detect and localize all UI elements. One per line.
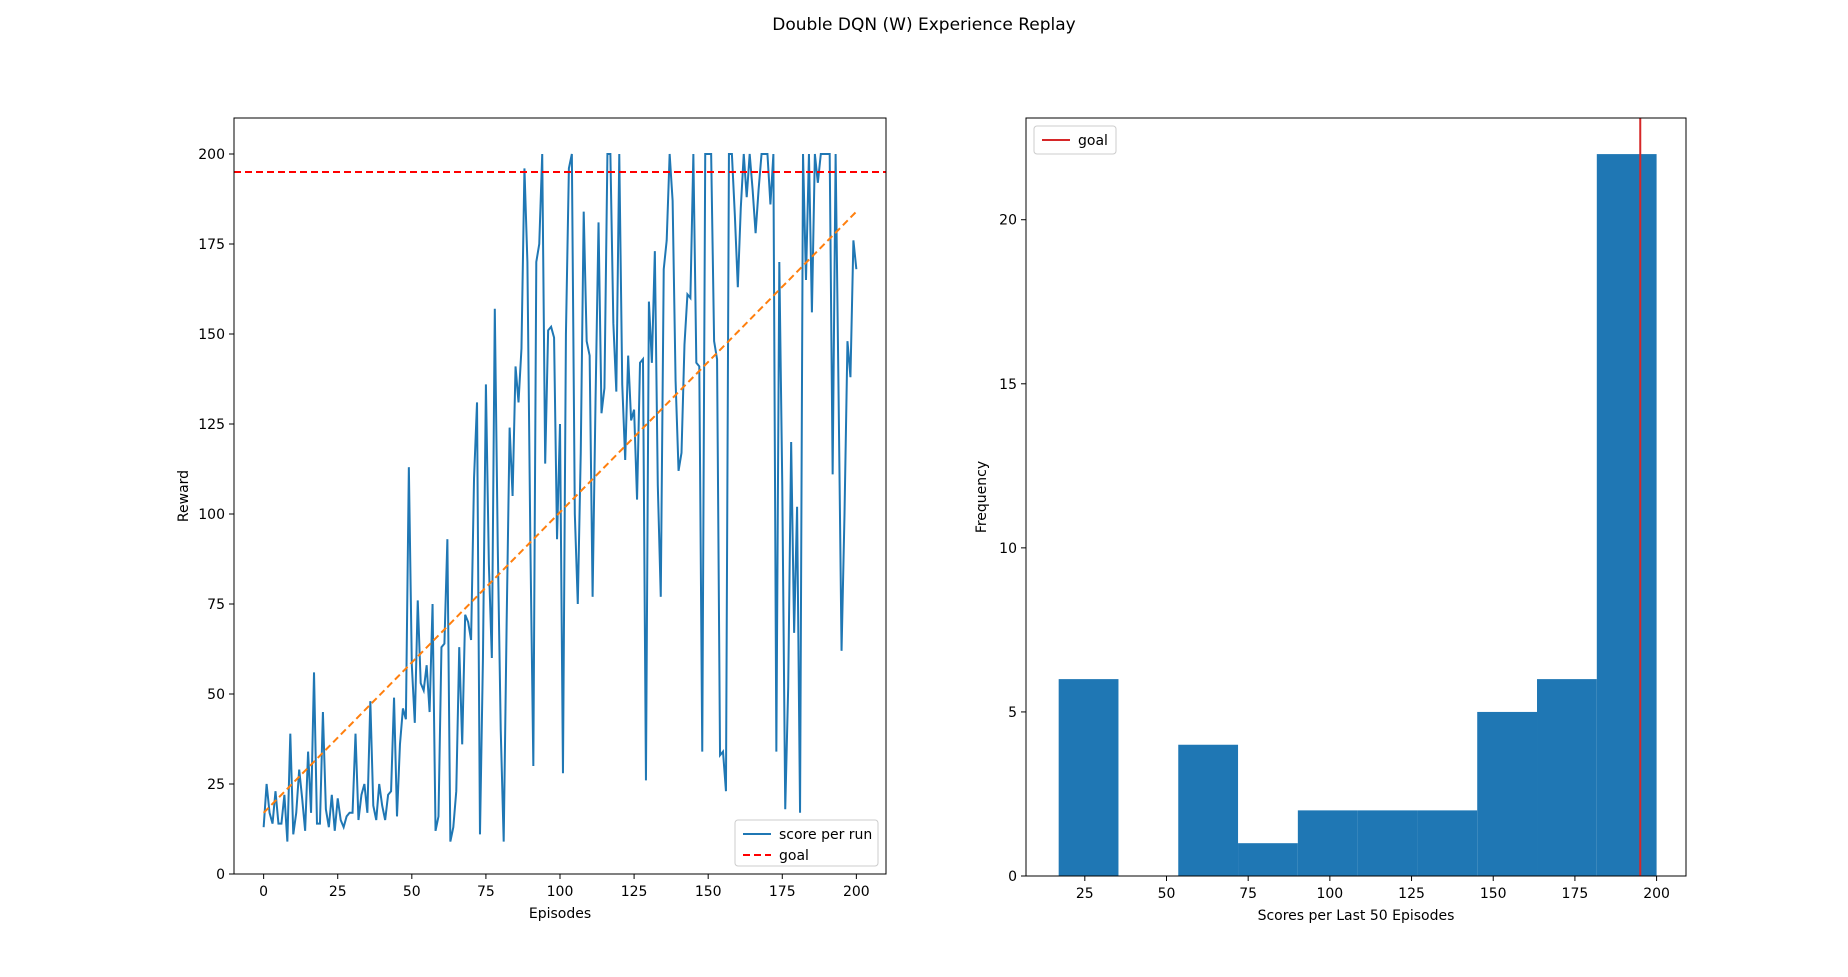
legend-label-score: score per run	[779, 827, 872, 843]
y-tick-label: 25	[207, 777, 225, 793]
plot-frame	[1025, 117, 1687, 877]
histogram-bar	[1417, 810, 1478, 876]
histogram-bar	[1477, 711, 1538, 876]
legend	[1033, 125, 1117, 155]
x-tick-label: 100	[1316, 886, 1343, 902]
score-per-run-line	[262, 153, 858, 842]
y-tick-label: 125	[198, 417, 225, 433]
x-tick-label: 175	[769, 884, 796, 900]
x-tick-label: 150	[695, 884, 722, 900]
y-tick-label: 200	[198, 147, 225, 163]
y-axis-label: Frequency	[974, 461, 990, 533]
y-axis-label: Reward	[176, 470, 192, 522]
reward-line-chart: 0 25 50 75 100 125 150 175 200 0 25 50 75 100 125 150 17…	[176, 117, 887, 922]
x-tick-label: 50	[1158, 886, 1176, 902]
histogram-bar	[1297, 810, 1358, 876]
y-tick-label: 100	[198, 507, 225, 523]
x-tick-label: 125	[621, 884, 648, 900]
histogram-bar	[1596, 154, 1657, 877]
score-histogram: 25 50 75 100 125 150 175 200 0 5 10 15 20 Scores per …	[974, 117, 1687, 924]
x-tick-label: 150	[1480, 886, 1507, 902]
x-tick-label: 175	[1562, 886, 1589, 902]
histogram-bar	[1238, 843, 1298, 876]
x-tick-label: 0	[259, 884, 268, 900]
histogram-bar	[1357, 810, 1418, 876]
y-tick-label: 175	[198, 237, 225, 253]
x-tick-label: 200	[1643, 886, 1670, 902]
x-tick-label: 25	[1076, 886, 1094, 902]
y-tick-label: 0	[1008, 869, 1017, 885]
histogram-bar	[1178, 744, 1239, 876]
y-tick-label: 75	[207, 597, 225, 613]
trend-line	[262, 210, 858, 814]
legend-label-goal: goal	[1078, 133, 1108, 149]
figure-title: Double DQN (W) Experience Replay	[772, 15, 1075, 35]
x-axis-label: Scores per Last 50 Episodes	[1258, 908, 1455, 924]
y-tick-label: 50	[207, 687, 225, 703]
x-tick-label: 125	[1398, 886, 1425, 902]
histogram-bar	[1058, 679, 1119, 876]
y-tick-label: 15	[999, 377, 1017, 393]
legend-label-goal: goal	[779, 848, 809, 864]
plot-frame	[233, 117, 887, 875]
x-tick-label: 200	[843, 884, 870, 900]
x-axis-label: Episodes	[529, 906, 591, 922]
y-tick-label: 10	[999, 541, 1017, 557]
y-tick-label: 20	[999, 213, 1017, 229]
y-tick-label: 0	[216, 867, 225, 883]
x-tick-label: 75	[1239, 886, 1257, 902]
x-tick-label: 25	[329, 884, 347, 900]
x-tick-label: 50	[403, 884, 421, 900]
x-tick-label: 100	[547, 884, 574, 900]
histogram-bar	[1537, 679, 1597, 876]
x-tick-label: 75	[477, 884, 495, 900]
y-tick-label: 150	[198, 327, 225, 343]
y-tick-label: 5	[1008, 705, 1017, 721]
